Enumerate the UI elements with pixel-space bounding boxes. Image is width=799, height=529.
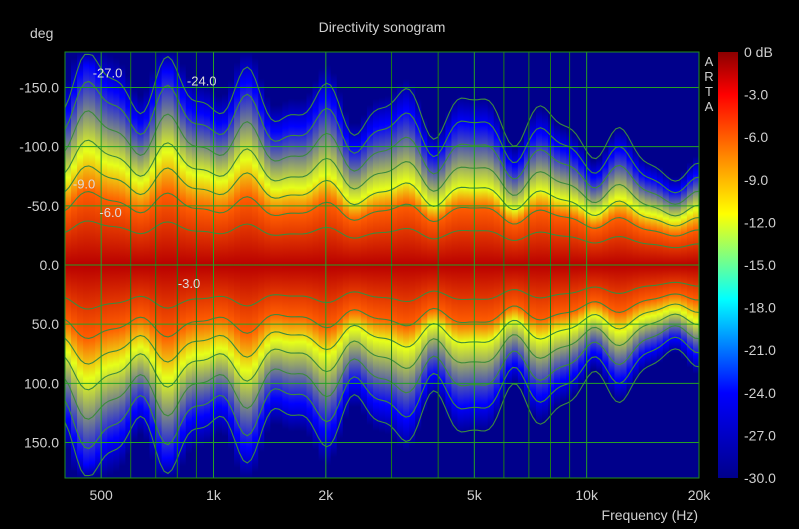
colorbar-labels: 0 dB -3.0 -6.0 -9.0 -12.0 -15.0 -18.0 -21.0 -24.…	[744, 44, 776, 486]
contour-line	[65, 281, 699, 310]
x-axis-label: Frequency (Hz)	[602, 507, 698, 523]
contour-label: -24.0	[187, 74, 217, 89]
x-tick-label: 1k	[206, 487, 222, 503]
contour-label: -3.0	[178, 276, 200, 291]
contour-line	[65, 348, 699, 477]
x-tick-label: 2k	[318, 487, 334, 503]
y-axis-label: deg	[30, 25, 53, 41]
x-tick-label: 10k	[575, 487, 599, 503]
watermark-letter: T	[705, 84, 713, 99]
contour-label: -9.0	[73, 177, 95, 192]
watermark-letter: A	[705, 54, 714, 69]
colorbar-label: -6.0	[744, 129, 768, 145]
contour-labels: -27.0 -24.0 -9.0 -6.0 -3.0	[73, 65, 217, 291]
contour-line	[65, 110, 699, 205]
contour-line	[65, 325, 699, 420]
y-tick-label: 150.0	[24, 435, 59, 451]
colorbar-label: -24.0	[744, 385, 776, 401]
y-tick-label: 100.0	[24, 375, 59, 391]
colorbar-label: 0 dB	[744, 44, 773, 60]
x-tick-label: 500	[89, 487, 113, 503]
y-tick-label: -50.0	[27, 198, 59, 214]
plot-frame	[64, 51, 700, 479]
y-tick-label: -150.0	[19, 80, 59, 96]
colorbar-label: -15.0	[744, 257, 776, 273]
contour-line	[65, 165, 699, 227]
colorbar-label: -30.0	[744, 470, 776, 486]
contour-label: -6.0	[99, 205, 121, 220]
y-tick-label: -100.0	[19, 139, 59, 155]
chart-title: Directivity sonogram	[319, 19, 446, 35]
contour-line	[65, 303, 699, 365]
y-tick-labels: -150.0 -100.0 -50.0 0.0 50.0 100.0 150.0	[19, 80, 59, 451]
contour-label: -27.0	[93, 65, 123, 80]
colorbar-label: -21.0	[744, 342, 776, 358]
x-tick-labels: 500 1k 2k 5k 10k 20k	[89, 487, 711, 503]
contour-line	[65, 191, 699, 237]
contour-line	[65, 53, 699, 182]
colorbar-label: -9.0	[744, 172, 768, 188]
contour-line	[65, 220, 699, 249]
y-tick-label: 0.0	[40, 257, 60, 273]
colorbar-label: -3.0	[744, 87, 768, 103]
contour-lines	[65, 53, 699, 477]
contour-line	[65, 293, 699, 339]
contour-line	[65, 313, 699, 391]
colorbar-label: -12.0	[744, 214, 776, 230]
x-tick-label: 20k	[688, 487, 712, 503]
contour-line	[65, 139, 699, 217]
x-tick-label: 5k	[467, 487, 483, 503]
watermark-letter: A	[705, 99, 714, 114]
colorbar	[718, 52, 738, 478]
y-tick-label: 50.0	[32, 316, 59, 332]
watermark-letter: R	[704, 69, 713, 84]
colorbar-label: -18.0	[744, 300, 776, 316]
colorbar-label: -27.0	[744, 427, 776, 443]
